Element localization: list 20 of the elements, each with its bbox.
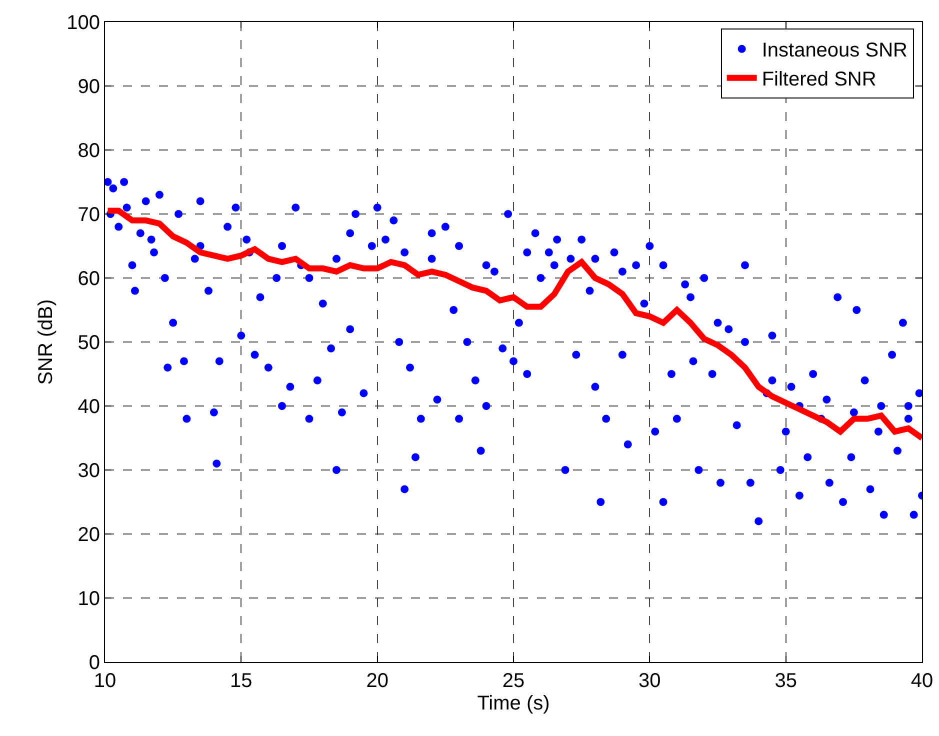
y-tick-label: 60 [78, 268, 100, 290]
y-tick-label: 30 [78, 460, 100, 482]
y-tick-label: 70 [78, 204, 100, 226]
x-tick-label: 20 [366, 670, 388, 692]
x-tick-label: 30 [638, 670, 661, 692]
y-tick-label: 20 [78, 524, 100, 546]
x-axis-title: Time (s) [477, 692, 550, 714]
legend-label: Filtered SNR [762, 68, 876, 91]
y-tick-label: 40 [78, 396, 100, 418]
x-tick-label: 25 [502, 670, 525, 692]
y-tick-label: 80 [78, 140, 100, 162]
y-tick-label: 10 [78, 588, 100, 610]
y-tick-label: 90 [78, 76, 100, 98]
legend-label: Instaneous SNR [762, 40, 908, 62]
x-tick-label: 35 [774, 670, 797, 692]
x-tick-label: 40 [910, 670, 934, 692]
x-tick-label: 15 [230, 670, 252, 692]
y-tick-label: 50 [78, 332, 100, 354]
y-tick-label: 100 [66, 12, 100, 34]
y-axis-title: SNR (dB) [35, 299, 58, 385]
